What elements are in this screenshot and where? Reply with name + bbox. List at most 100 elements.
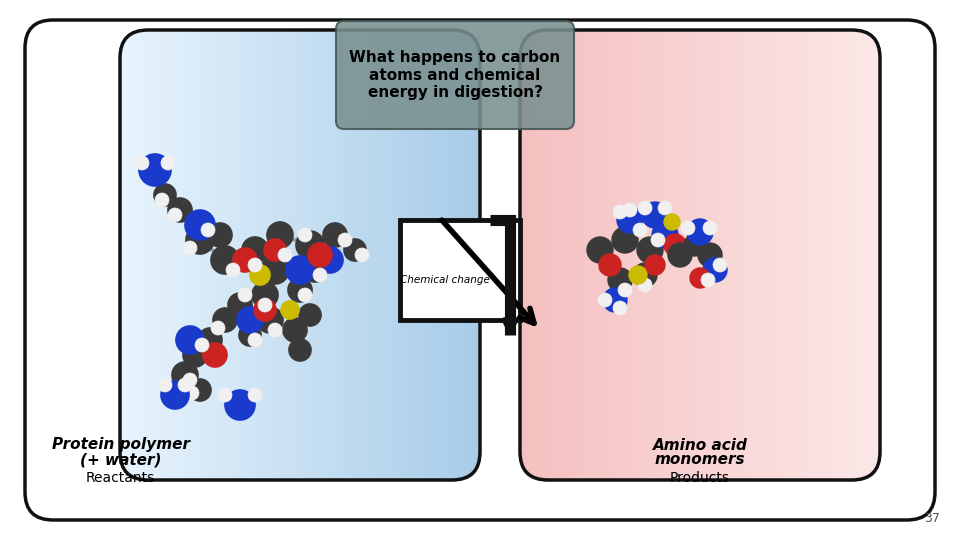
Circle shape <box>608 268 632 292</box>
Circle shape <box>303 258 327 282</box>
Circle shape <box>183 241 197 255</box>
Circle shape <box>242 237 268 263</box>
Circle shape <box>612 227 638 253</box>
Circle shape <box>248 333 262 347</box>
Circle shape <box>668 243 692 267</box>
Circle shape <box>296 231 324 259</box>
Circle shape <box>176 326 204 354</box>
Text: What happens to carbon
atoms and chemical
energy in digestion?: What happens to carbon atoms and chemica… <box>349 50 561 100</box>
Circle shape <box>195 338 209 352</box>
Circle shape <box>226 263 240 277</box>
Circle shape <box>252 282 278 308</box>
Circle shape <box>690 268 710 288</box>
Circle shape <box>168 208 182 222</box>
Circle shape <box>185 210 215 240</box>
Circle shape <box>237 307 263 333</box>
Circle shape <box>637 237 663 263</box>
Circle shape <box>178 378 192 392</box>
Circle shape <box>213 308 237 332</box>
Circle shape <box>233 248 257 272</box>
Circle shape <box>658 201 672 215</box>
Circle shape <box>228 293 252 317</box>
Circle shape <box>289 339 311 361</box>
Circle shape <box>261 256 289 284</box>
Circle shape <box>281 301 299 319</box>
Circle shape <box>183 373 197 387</box>
Circle shape <box>603 288 627 312</box>
Circle shape <box>664 214 680 230</box>
Circle shape <box>283 318 307 342</box>
Bar <box>400 220 520 320</box>
Circle shape <box>703 221 717 235</box>
Circle shape <box>323 223 347 247</box>
Circle shape <box>135 156 149 170</box>
Circle shape <box>298 228 312 242</box>
Circle shape <box>633 223 647 237</box>
Circle shape <box>338 233 352 247</box>
Circle shape <box>613 205 627 219</box>
Circle shape <box>158 378 172 392</box>
Circle shape <box>139 154 171 186</box>
Circle shape <box>186 226 214 254</box>
Circle shape <box>629 266 647 284</box>
Circle shape <box>299 304 321 326</box>
Text: (+ water): (+ water) <box>80 453 161 468</box>
Circle shape <box>587 237 613 263</box>
Circle shape <box>313 268 327 282</box>
Circle shape <box>161 381 189 409</box>
Circle shape <box>652 222 678 248</box>
Circle shape <box>254 299 276 321</box>
Circle shape <box>208 223 232 247</box>
FancyBboxPatch shape <box>336 21 574 129</box>
Circle shape <box>684 234 706 256</box>
Circle shape <box>633 263 657 287</box>
FancyBboxPatch shape <box>25 20 935 520</box>
Circle shape <box>211 246 239 274</box>
Circle shape <box>664 234 686 256</box>
Circle shape <box>258 298 272 312</box>
Circle shape <box>638 201 652 215</box>
Text: 37: 37 <box>924 512 940 525</box>
Circle shape <box>239 324 261 346</box>
Circle shape <box>250 265 270 285</box>
Circle shape <box>211 321 225 335</box>
Circle shape <box>154 184 176 206</box>
Circle shape <box>257 307 283 333</box>
Circle shape <box>172 362 198 388</box>
Circle shape <box>638 278 652 292</box>
Circle shape <box>599 254 621 276</box>
Circle shape <box>201 223 215 237</box>
Circle shape <box>681 221 695 235</box>
Circle shape <box>698 243 722 267</box>
Circle shape <box>168 198 192 222</box>
Circle shape <box>278 248 292 262</box>
Circle shape <box>617 207 643 233</box>
Circle shape <box>651 233 665 247</box>
Circle shape <box>185 386 199 400</box>
Circle shape <box>183 343 207 367</box>
Circle shape <box>264 239 286 261</box>
Circle shape <box>238 288 252 302</box>
Circle shape <box>161 156 175 170</box>
Circle shape <box>687 219 713 245</box>
Circle shape <box>288 278 312 302</box>
Text: Protein polymer: Protein polymer <box>52 437 189 453</box>
Circle shape <box>155 193 169 207</box>
Circle shape <box>248 388 262 402</box>
Text: Chemical change: Chemical change <box>400 275 490 285</box>
Circle shape <box>645 255 665 275</box>
Circle shape <box>713 258 727 272</box>
Circle shape <box>286 256 314 284</box>
Circle shape <box>268 323 282 337</box>
Circle shape <box>308 243 332 267</box>
Bar <box>480 30 520 480</box>
Circle shape <box>598 293 612 307</box>
Text: Reactants: Reactants <box>85 471 156 485</box>
Circle shape <box>355 248 369 262</box>
Circle shape <box>623 203 637 217</box>
Circle shape <box>225 390 255 420</box>
Circle shape <box>267 222 293 248</box>
Circle shape <box>198 328 222 352</box>
Circle shape <box>248 258 262 272</box>
Circle shape <box>203 343 227 367</box>
